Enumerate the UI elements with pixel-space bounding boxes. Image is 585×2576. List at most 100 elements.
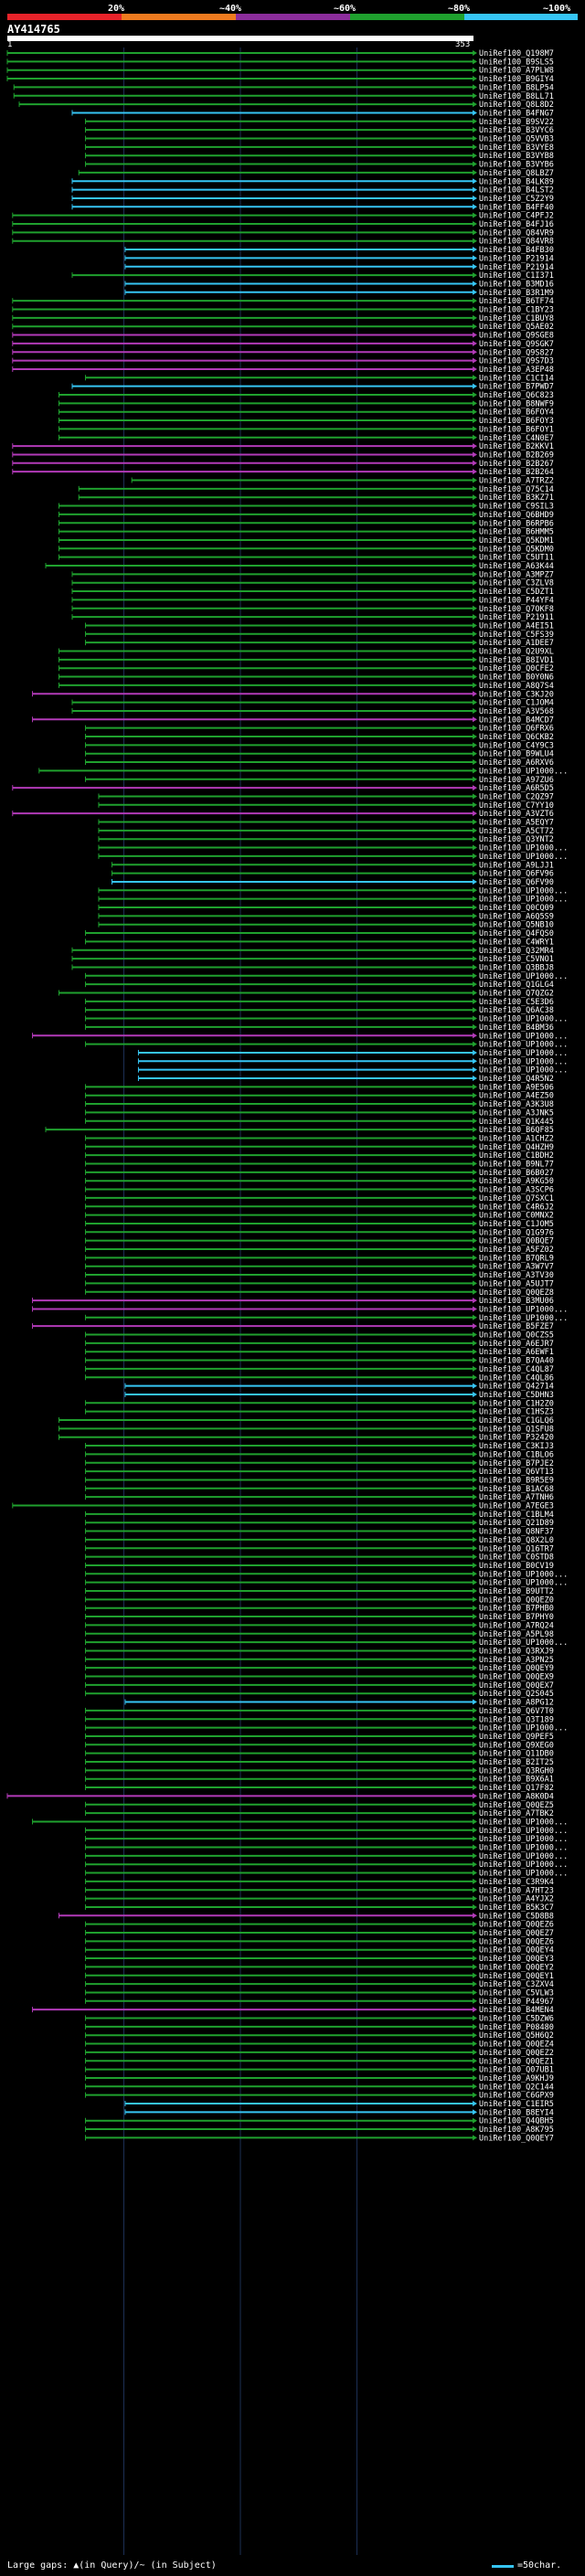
hit-label[interactable]: UniRef100_Q0CQ09 bbox=[479, 904, 554, 913]
hit-label[interactable]: UniRef100_C4QL87 bbox=[479, 1365, 554, 1374]
hit-label[interactable]: UniRef100_C1H2Z0 bbox=[479, 1399, 554, 1408]
hit-label[interactable]: UniRef100_B2KKV1 bbox=[479, 442, 554, 451]
hit-label[interactable]: UniRef100_A3SCP6 bbox=[479, 1186, 554, 1195]
hit-label[interactable]: UniRef100_Q3BBJ8 bbox=[479, 963, 554, 972]
hit-label[interactable]: UniRef100_Q0QEZ1 bbox=[479, 2057, 554, 2066]
hit-label[interactable]: UniRef100_Q0BQE7 bbox=[479, 1237, 554, 1246]
hit-label[interactable]: UniRef100_C1HSZ3 bbox=[479, 1408, 554, 1417]
hit-label[interactable]: UniRef100_Q07UB1 bbox=[479, 2066, 554, 2075]
hit-label[interactable]: UniRef100_C1BDH2 bbox=[479, 1151, 554, 1161]
hit-label[interactable]: UniRef100_UP1000... bbox=[479, 1305, 568, 1314]
hit-label[interactable]: UniRef100_B9X6A1 bbox=[479, 1776, 554, 1785]
hit-label[interactable]: UniRef100_A8PG12 bbox=[479, 1699, 554, 1708]
hit-label[interactable]: UniRef100_B9R5E9 bbox=[479, 1476, 554, 1485]
hit-label[interactable]: UniRef100_Q3RGH0 bbox=[479, 1766, 554, 1776]
hit-label[interactable]: UniRef100_Q6FV90 bbox=[479, 878, 554, 887]
hit-label[interactable]: UniRef100_A6EJR7 bbox=[479, 1340, 554, 1349]
hit-label[interactable]: UniRef100_A9KG50 bbox=[479, 1177, 554, 1186]
hit-label[interactable]: UniRef100_UP1000... bbox=[479, 1870, 568, 1879]
hit-label[interactable]: UniRef100_A6RXV6 bbox=[479, 758, 554, 768]
hit-label[interactable]: UniRef100_Q4QBH5 bbox=[479, 2117, 554, 2126]
hit-label[interactable]: UniRef100_C5DZT1 bbox=[479, 588, 554, 597]
hit-label[interactable]: UniRef100_C7YY10 bbox=[479, 801, 554, 811]
hit-label[interactable]: UniRef100_Q2S045 bbox=[479, 1690, 554, 1699]
hit-label[interactable]: UniRef100_C0STD8 bbox=[479, 1553, 554, 1563]
hit-label[interactable]: UniRef100_B0Y0N6 bbox=[479, 673, 554, 683]
hit-label[interactable]: UniRef100_A7PLW8 bbox=[479, 67, 554, 76]
hit-label[interactable]: UniRef100_B0CV19 bbox=[479, 1562, 554, 1571]
hit-label[interactable]: UniRef100_Q3RXJ9 bbox=[479, 1647, 554, 1656]
hit-label[interactable]: UniRef100_A7EGE3 bbox=[479, 1502, 554, 1511]
hit-label[interactable]: UniRef100_Q11DB0 bbox=[479, 1750, 554, 1759]
hit-label[interactable]: UniRef100_B9SLS5 bbox=[479, 58, 554, 67]
hit-label[interactable]: UniRef100_UP1000... bbox=[479, 972, 568, 981]
hit-label[interactable]: UniRef100_B6FOY4 bbox=[479, 408, 554, 418]
hit-label[interactable]: UniRef100_A97ZU6 bbox=[479, 776, 554, 785]
hit-label[interactable]: UniRef100_Q4R5N2 bbox=[479, 1075, 554, 1084]
hit-label[interactable]: UniRef100_A8K0D4 bbox=[479, 1792, 554, 1801]
hit-label[interactable]: UniRef100_Q0QEZ4 bbox=[479, 2041, 554, 2050]
hit-label[interactable]: UniRef100_B3VYB8 bbox=[479, 152, 554, 161]
hit-label[interactable]: UniRef100_Q8L8D2 bbox=[479, 101, 554, 110]
hit-label[interactable]: UniRef100_Q75C14 bbox=[479, 485, 554, 494]
hit-label[interactable]: UniRef100_A8Q7S4 bbox=[479, 682, 554, 691]
hit-label[interactable]: UniRef100_Q1SFU8 bbox=[479, 1425, 554, 1434]
hit-label[interactable]: UniRef100_B8NWF9 bbox=[479, 399, 554, 408]
hit-label[interactable]: UniRef100_P44967 bbox=[479, 1998, 554, 2007]
hit-label[interactable]: UniRef100_Q1G976 bbox=[479, 1228, 554, 1237]
hit-label[interactable]: UniRef100_A4YJX2 bbox=[479, 1895, 554, 1904]
hit-label[interactable]: UniRef100_Q5AE02 bbox=[479, 323, 554, 332]
hit-label[interactable]: UniRef100_B7PJE2 bbox=[479, 1459, 554, 1468]
hit-label[interactable]: UniRef100_A7TNH6 bbox=[479, 1493, 554, 1502]
hit-label[interactable]: UniRef100_A3VZT6 bbox=[479, 810, 554, 819]
hit-label[interactable]: UniRef100_B9NL77 bbox=[479, 1161, 554, 1170]
hit-label[interactable]: UniRef100_C1BLM4 bbox=[479, 1511, 554, 1520]
hit-label[interactable]: UniRef100_Q84VR9 bbox=[479, 228, 554, 238]
hit-label[interactable]: UniRef100_Q4HZH9 bbox=[479, 1143, 554, 1152]
hit-label[interactable]: UniRef100_UP1000... bbox=[479, 1041, 568, 1050]
hit-label[interactable]: UniRef100_Q9S7D3 bbox=[479, 357, 554, 366]
hit-label[interactable]: UniRef100_Q1K445 bbox=[479, 1118, 554, 1127]
hit-label[interactable]: UniRef100_UP1000... bbox=[479, 1724, 568, 1733]
hit-label[interactable]: UniRef100_B3KZ71 bbox=[479, 493, 554, 503]
hit-label[interactable]: UniRef100_B6FOY1 bbox=[479, 425, 554, 434]
hit-label[interactable]: UniRef100_B8LP54 bbox=[479, 83, 554, 92]
hit-label[interactable]: UniRef100_A7TRZ2 bbox=[479, 477, 554, 486]
hit-label[interactable]: UniRef100_B3VYC6 bbox=[479, 126, 554, 135]
hit-label[interactable]: UniRef100_Q3YNT2 bbox=[479, 835, 554, 844]
hit-label[interactable]: UniRef100_B4FF40 bbox=[479, 203, 554, 212]
hit-label[interactable]: UniRef100_A8K795 bbox=[479, 2125, 554, 2135]
hit-label[interactable]: UniRef100_B3R1M9 bbox=[479, 289, 554, 298]
hit-label[interactable]: UniRef100_A3MPZ7 bbox=[479, 570, 554, 579]
hit-label[interactable]: UniRef100_Q0QEY4 bbox=[479, 1946, 554, 1956]
hit-label[interactable]: UniRef100_C5Z2Y9 bbox=[479, 195, 554, 204]
hit-label[interactable]: UniRef100_B4FNG7 bbox=[479, 109, 554, 118]
hit-label[interactable]: UniRef100_Q9SGE8 bbox=[479, 332, 554, 341]
hit-label[interactable]: UniRef100_P32420 bbox=[479, 1434, 554, 1443]
hit-label[interactable]: UniRef100_C2QZ97 bbox=[479, 792, 554, 801]
hit-label[interactable]: UniRef100_C5UT11 bbox=[479, 554, 554, 563]
hit-label[interactable]: UniRef100_A5PL98 bbox=[479, 1630, 554, 1639]
hit-label[interactable]: UniRef100_Q0QEZ5 bbox=[479, 1801, 554, 1810]
hit-label[interactable]: UniRef100_C4WRY1 bbox=[479, 938, 554, 947]
hit-label[interactable]: UniRef100_B7QRL9 bbox=[479, 1254, 554, 1263]
hit-label[interactable]: UniRef100_B2B269 bbox=[479, 451, 554, 460]
hit-label[interactable]: UniRef100_B8LL71 bbox=[479, 92, 554, 101]
hit-label[interactable]: UniRef100_C1CI14 bbox=[479, 374, 554, 383]
hit-label[interactable]: UniRef100_UP1000... bbox=[479, 1638, 568, 1648]
hit-label[interactable]: UniRef100_Q42714 bbox=[479, 1383, 554, 1392]
hit-label[interactable]: UniRef100_A9LJJ1 bbox=[479, 861, 554, 870]
hit-label[interactable]: UniRef100_Q7OKF8 bbox=[479, 605, 554, 614]
hit-label[interactable]: UniRef100_Q8NF37 bbox=[479, 1528, 554, 1537]
hit-label[interactable]: UniRef100_UP1000... bbox=[479, 1835, 568, 1844]
hit-label[interactable]: UniRef100_B4FB30 bbox=[479, 246, 554, 255]
hit-label[interactable]: UniRef100_A4EZ50 bbox=[479, 1092, 554, 1101]
hit-label[interactable]: UniRef100_A9E506 bbox=[479, 1083, 554, 1092]
hit-label[interactable]: UniRef100_C1BY23 bbox=[479, 306, 554, 315]
hit-label[interactable]: UniRef100_P21911 bbox=[479, 613, 554, 622]
hit-label[interactable]: UniRef100_B4MCD7 bbox=[479, 716, 554, 725]
hit-label[interactable]: UniRef100_C0MNX2 bbox=[479, 1212, 554, 1221]
hit-label[interactable]: UniRef100_UP1000... bbox=[479, 886, 568, 896]
hit-label[interactable]: UniRef100_Q9XEG0 bbox=[479, 1741, 554, 1750]
hit-label[interactable]: UniRef100_Q0QEY7 bbox=[479, 2134, 554, 2143]
